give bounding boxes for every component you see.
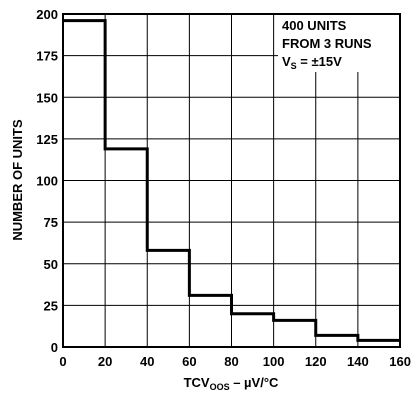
annotation-line2: FROM 3 RUNS: [282, 36, 372, 51]
annotation-vs-sub: S: [291, 61, 297, 71]
y-tick-label: 125: [36, 132, 58, 147]
annotation-vs-main: V: [282, 54, 291, 69]
x-tick-label: 80: [224, 354, 238, 369]
x-tick-label: 100: [263, 354, 285, 369]
y-tick-label: 0: [51, 340, 58, 355]
y-tick-label: 25: [44, 298, 58, 313]
x-axis-title-sub: OOS: [210, 382, 230, 392]
y-tick-label: 150: [36, 90, 58, 105]
x-tick-labels: 0 20 40 60 80 100 120 140 160: [59, 354, 411, 369]
annotation-box: [278, 15, 399, 72]
histogram-step-line: [63, 19, 400, 342]
x-axis-title-main: TCV: [184, 375, 210, 390]
x-tick-label: 0: [59, 354, 66, 369]
x-axis-title-tail: – µV/°C: [230, 375, 279, 390]
annotation-line1: 400 UNITS: [282, 18, 347, 33]
y-tick-label: 100: [36, 174, 58, 189]
x-tick-label: 120: [305, 354, 327, 369]
y-tick-label: 75: [44, 215, 58, 230]
y-tick-label: 175: [36, 49, 58, 64]
y-tick-label: 50: [44, 257, 58, 272]
y-axis-title: NUMBER OF UNITS: [10, 119, 25, 241]
plot-frame: [62, 13, 401, 348]
x-tick-label: 140: [347, 354, 369, 369]
x-axis-title: TCVOOS – µV/°C: [184, 375, 279, 392]
x-tick-label: 160: [389, 354, 411, 369]
y-tick-label: 200: [36, 7, 58, 22]
annotation-vs-tail: = ±15V: [297, 54, 342, 69]
y-tick-labels: 0 25 50 75 100 125 150 175 200: [36, 7, 58, 355]
x-tick-label: 40: [140, 354, 154, 369]
x-tick-label: 60: [182, 354, 196, 369]
x-tick-label: 20: [98, 354, 112, 369]
annotation-line3: VS = ±15V: [282, 54, 342, 71]
